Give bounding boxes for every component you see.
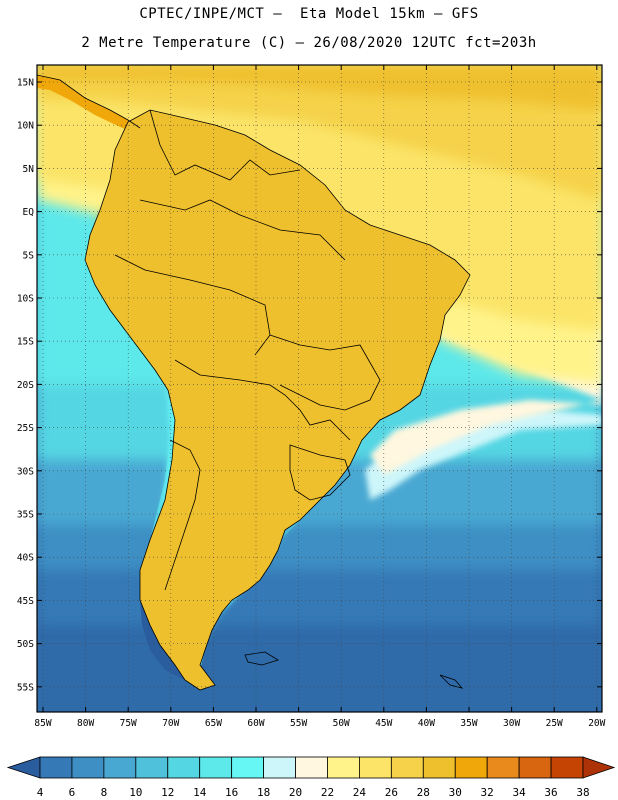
map-frame — [36, 64, 603, 713]
colorbar-swatch — [454, 756, 488, 779]
colorbar-swatch — [486, 756, 520, 779]
colorbar-level-label: 34 — [512, 786, 526, 799]
colorbar-labels: 4 6 8 10 12 14 16 18 20 22 24 26 28 30 32 34 36 38 — [37, 786, 590, 799]
map-title-line-2: 2 Metre Temperature (C) – 26/08/2020 12U… — [81, 35, 537, 51]
colorbar-left-arrow — [6, 756, 41, 779]
latitude-labels: 15N 10N 5N EQ 5S 10S 15S 20S 25S 30S 35S 40S 45S 50S 5… — [17, 78, 34, 694]
longitude-label: 80W — [77, 718, 94, 729]
longitude-label: 25W — [546, 718, 563, 729]
colorbar-swatch — [422, 756, 456, 779]
latitude-label: 45S — [17, 596, 34, 607]
latitude-label: 20S — [17, 380, 34, 391]
axis-ticks — [37, 65, 602, 712]
colorbar-level-label: 14 — [193, 786, 207, 799]
colorbar-level-label: 36 — [544, 786, 557, 799]
coastlines — [37, 74, 471, 691]
colorbar-swatch — [167, 756, 201, 779]
longitude-label: 60W — [247, 718, 264, 729]
colorbar-level-label: 32 — [481, 786, 494, 799]
colorbar-level-label: 10 — [129, 786, 142, 799]
latitude-label: 5N — [23, 164, 35, 175]
colorbar-swatch — [103, 756, 137, 779]
longitude-label: 70W — [162, 718, 179, 729]
colorbar-level-label: 28 — [417, 786, 430, 799]
colorbar-level-label: 18 — [257, 786, 270, 799]
longitude-label: 65W — [205, 718, 222, 729]
colorbar-swatch — [135, 756, 169, 779]
colorbar-right-arrow — [582, 756, 616, 779]
longitude-label: 40W — [418, 718, 435, 729]
latitude-label: 35S — [17, 510, 34, 521]
latitude-label: 50S — [17, 639, 34, 650]
longitude-label: 30W — [503, 718, 520, 729]
latitude-label: 10S — [17, 294, 34, 305]
map-field — [37, 65, 602, 712]
longitude-label: 35W — [460, 718, 477, 729]
latitude-label: 40S — [17, 553, 34, 564]
map-title-line-1: CPTEC/INPE/MCT – Eta Model 15km – GFS — [139, 6, 479, 22]
colorbar-swatch — [199, 756, 233, 779]
longitude-label: 50W — [333, 718, 350, 729]
colorbar-swatch — [39, 756, 73, 779]
colorbar-level-label: 22 — [321, 786, 334, 799]
colorbar-swatch — [550, 756, 584, 779]
longitude-label: 55W — [290, 718, 307, 729]
latitude-label: 55S — [17, 682, 34, 693]
latitude-label: 25S — [17, 423, 34, 434]
colorbar-swatch — [263, 756, 296, 779]
colorbar-level-label: 24 — [353, 786, 367, 799]
longitude-label: 85W — [34, 718, 51, 729]
longitude-label: 20W — [588, 718, 605, 729]
colorbar-swatch — [71, 756, 105, 779]
colorbar-level-label: 26 — [385, 786, 398, 799]
latitude-label: 30S — [17, 466, 34, 477]
latitude-label: 10N — [17, 121, 34, 132]
latitude-label: 15S — [17, 337, 34, 348]
colorbar-swatch — [359, 756, 392, 779]
longitude-labels: 85W 80W 75W 70W 65W 60W 55W 50W 45W 40W 35W 30W 25W 2… — [34, 718, 605, 729]
colorbar-swatch — [327, 756, 360, 779]
colorbar-level-label: 30 — [449, 786, 462, 799]
longitude-label: 45W — [375, 718, 392, 729]
colorbar-level-label: 8 — [101, 786, 108, 799]
colorbar-level-label: 12 — [161, 786, 174, 799]
colorbar-swatch — [295, 756, 328, 779]
temperature-colorbar — [6, 756, 616, 779]
latitude-label: 5S — [23, 250, 35, 261]
colorbar-level-label: 6 — [69, 786, 76, 799]
colorbar-level-label: 16 — [225, 786, 238, 799]
longitude-label: 75W — [120, 718, 137, 729]
colorbar-swatch — [390, 756, 424, 779]
colorbar-swatch — [518, 756, 552, 779]
latitude-label: 15N — [17, 78, 34, 89]
colorbar-level-label: 4 — [37, 786, 44, 799]
colorbar-level-label: 38 — [576, 786, 589, 799]
latitude-label: EQ — [23, 207, 35, 218]
colorbar-level-label: 20 — [289, 786, 302, 799]
colorbar-swatch — [231, 756, 264, 779]
